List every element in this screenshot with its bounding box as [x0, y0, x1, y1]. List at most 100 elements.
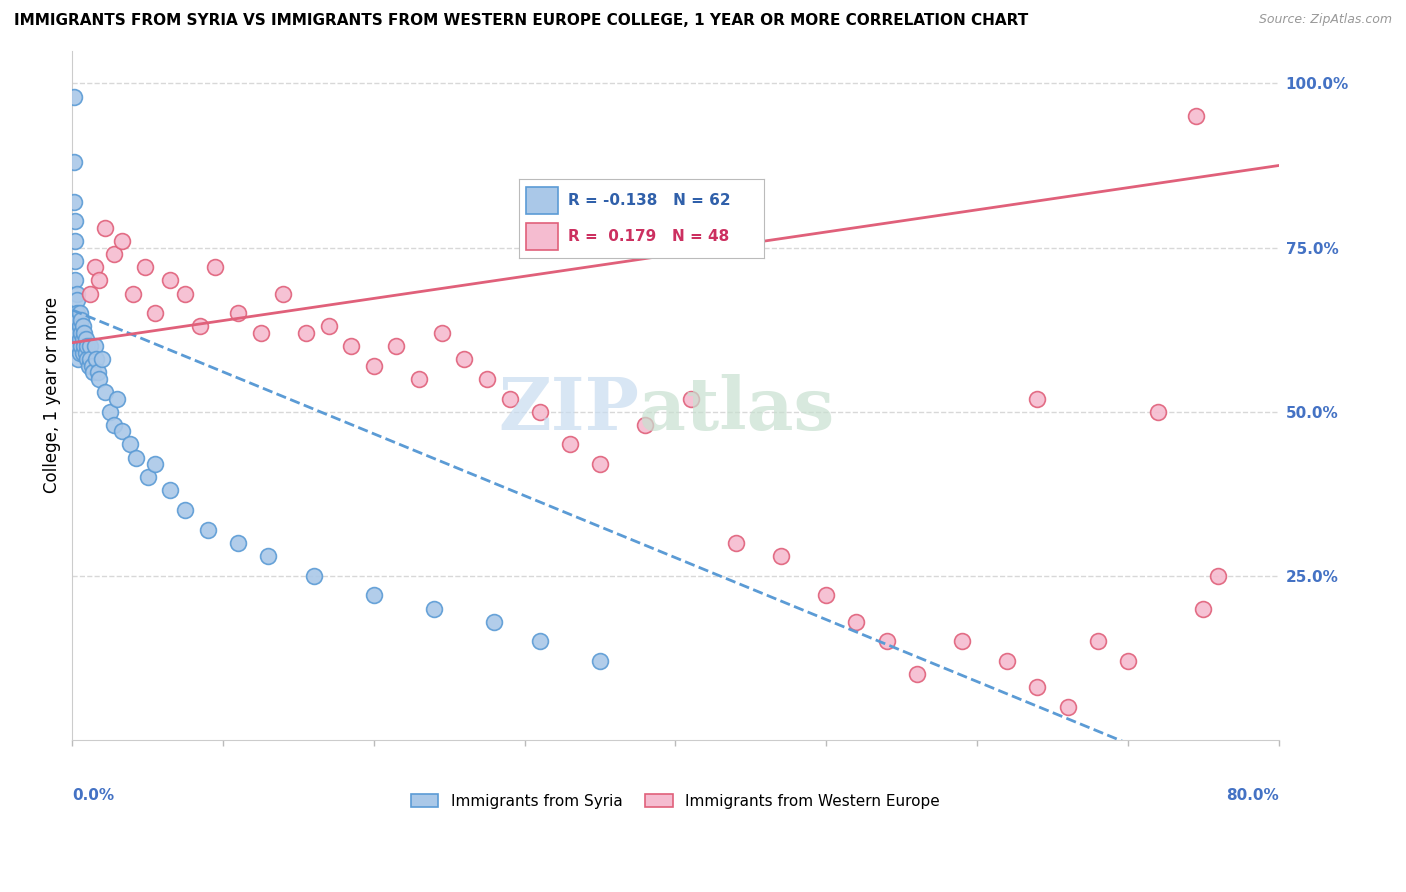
Point — [558, 437, 581, 451]
Point — [197, 523, 219, 537]
Point — [121, 286, 143, 301]
Point — [66, 306, 89, 320]
Point — [82, 365, 104, 379]
Point — [363, 588, 385, 602]
Text: R = -0.138   N = 62: R = -0.138 N = 62 — [568, 193, 731, 208]
Point — [257, 549, 280, 563]
Point — [204, 260, 226, 275]
Point — [62, 89, 84, 103]
Point — [1026, 392, 1049, 406]
Point — [724, 536, 747, 550]
Point — [73, 339, 96, 353]
Text: 0.0%: 0.0% — [72, 788, 114, 803]
Text: ZIP: ZIP — [498, 374, 640, 444]
Point — [70, 312, 93, 326]
Point — [111, 425, 134, 439]
Point — [190, 319, 212, 334]
Point — [87, 365, 110, 379]
Bar — [526, 187, 558, 214]
Point — [385, 339, 408, 353]
Point — [249, 326, 271, 340]
Point — [1087, 634, 1109, 648]
Point — [876, 634, 898, 648]
Y-axis label: College, 1 year or more: College, 1 year or more — [44, 297, 60, 493]
Point — [89, 372, 111, 386]
Text: atlas: atlas — [640, 374, 835, 444]
Point — [815, 588, 838, 602]
Point — [77, 359, 100, 373]
Text: IMMIGRANTS FROM SYRIA VS IMMIGRANTS FROM WESTERN EUROPE COLLEGE, 1 YEAR OR MORE : IMMIGRANTS FROM SYRIA VS IMMIGRANTS FROM… — [14, 13, 1028, 29]
Point — [226, 536, 249, 550]
Point — [995, 654, 1018, 668]
Text: 80.0%: 80.0% — [1226, 788, 1278, 803]
Point — [1184, 109, 1206, 123]
Point — [89, 273, 111, 287]
Point — [498, 392, 520, 406]
Point — [475, 372, 498, 386]
Point — [83, 260, 105, 275]
Point — [69, 306, 91, 320]
Point — [80, 359, 103, 373]
Point — [98, 404, 121, 418]
Point — [73, 326, 96, 340]
Point — [143, 457, 166, 471]
Point — [769, 549, 792, 563]
Point — [363, 359, 385, 373]
Point — [1056, 700, 1078, 714]
Bar — [526, 223, 558, 251]
Point — [845, 615, 868, 629]
Point — [1192, 601, 1215, 615]
Point — [70, 326, 93, 340]
Point — [1147, 404, 1170, 418]
Point — [91, 352, 114, 367]
Point — [159, 483, 181, 498]
Point — [94, 384, 117, 399]
Point — [67, 326, 90, 340]
Point — [79, 339, 101, 353]
Point — [302, 568, 325, 582]
Point — [72, 345, 94, 359]
Point — [679, 392, 702, 406]
Point — [111, 234, 134, 248]
Point — [67, 352, 90, 367]
Point — [67, 339, 90, 353]
Point — [318, 319, 340, 334]
Point — [65, 273, 87, 287]
Point — [62, 194, 84, 209]
Point — [103, 417, 125, 432]
Point — [66, 333, 89, 347]
Point — [453, 352, 475, 367]
Point — [79, 286, 101, 301]
Point — [72, 319, 94, 334]
Point — [76, 339, 98, 353]
Point — [340, 339, 363, 353]
Point — [67, 312, 90, 326]
Point — [72, 333, 94, 347]
Point — [124, 450, 146, 465]
Point — [529, 634, 551, 648]
Point — [273, 286, 295, 301]
Legend: Immigrants from Syria, Immigrants from Western Europe: Immigrants from Syria, Immigrants from W… — [405, 788, 946, 814]
Point — [484, 615, 506, 629]
Point — [1208, 568, 1230, 582]
Point — [1026, 680, 1049, 694]
Point — [103, 247, 125, 261]
Point — [94, 220, 117, 235]
Point — [430, 326, 453, 340]
Point — [634, 417, 657, 432]
Point — [174, 503, 197, 517]
Point — [226, 306, 249, 320]
Point — [174, 286, 197, 301]
Text: Source: ZipAtlas.com: Source: ZipAtlas.com — [1258, 13, 1392, 27]
Point — [529, 404, 551, 418]
Point — [69, 333, 91, 347]
Point — [408, 372, 430, 386]
Point — [1116, 654, 1139, 668]
Point — [65, 253, 87, 268]
Point — [75, 345, 97, 359]
Point — [905, 667, 928, 681]
Point — [69, 345, 91, 359]
Point — [83, 339, 105, 353]
Point — [66, 293, 89, 307]
Point — [134, 260, 156, 275]
